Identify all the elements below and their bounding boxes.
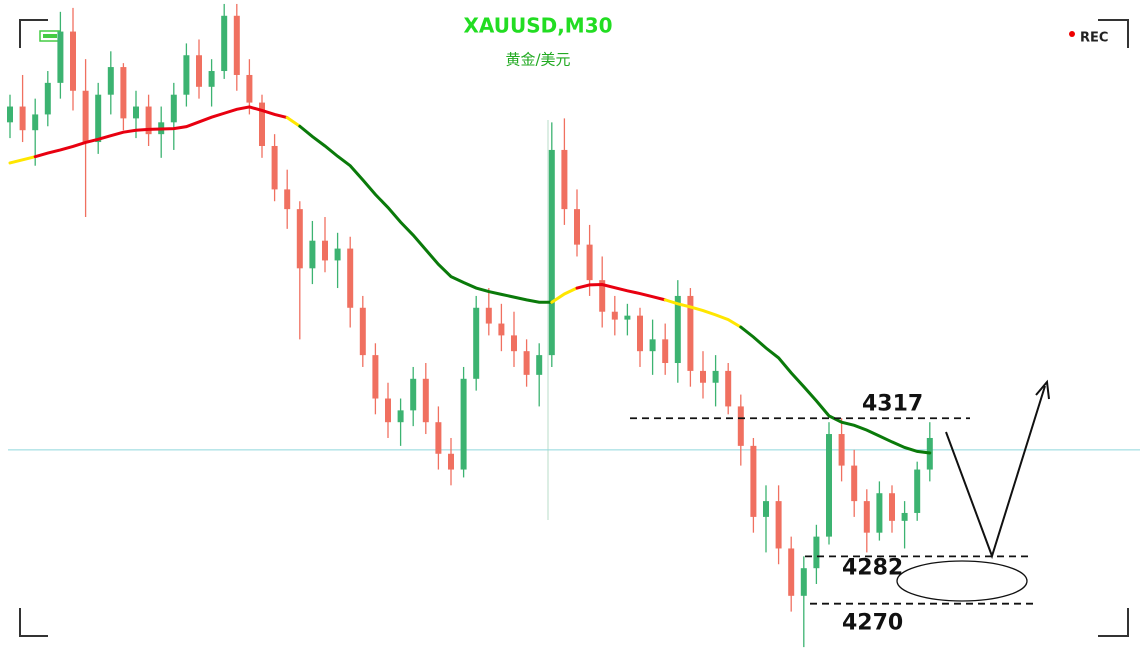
candle-body <box>95 94 102 143</box>
candle-body <box>296 209 303 269</box>
candle-body <box>548 149 555 356</box>
candle-body <box>284 189 291 210</box>
corner <box>19 19 48 48</box>
candle-body <box>574 209 580 245</box>
rec-badge: REC <box>1080 31 1108 46</box>
candle-body <box>347 248 354 308</box>
corner <box>1098 19 1129 48</box>
candle-body <box>372 355 379 399</box>
candle-body <box>233 15 240 75</box>
candle-body <box>57 31 64 83</box>
candle-body <box>800 568 807 596</box>
moving-average <box>8 155 37 165</box>
candle-body <box>700 370 706 383</box>
candle-body <box>750 445 757 517</box>
candle-body <box>221 15 228 72</box>
candle-body <box>586 244 593 281</box>
candle-body <box>511 335 517 352</box>
candle-body <box>44 82 51 115</box>
candle-body <box>813 536 820 569</box>
candle-body <box>624 315 631 320</box>
candle-body <box>32 114 39 131</box>
moving-average <box>575 282 667 302</box>
candle-body <box>485 307 492 324</box>
candle-body <box>863 501 870 533</box>
candle-body <box>662 339 669 364</box>
moving-average <box>285 116 302 128</box>
candle-body <box>397 410 404 423</box>
projection-arrow <box>945 385 1046 560</box>
candle-body <box>7 106 13 123</box>
level-label: 4282 <box>842 555 903 580</box>
candle-body <box>448 453 454 470</box>
candle-body <box>649 339 656 352</box>
candle-body <box>385 398 391 423</box>
candle-body <box>763 501 769 517</box>
candle-body <box>712 370 719 383</box>
candle-body <box>914 469 921 513</box>
candle-body <box>637 315 643 352</box>
candle-body <box>838 434 845 466</box>
candle-body <box>196 55 202 87</box>
chart-subtitle: 黄金/美元 <box>505 51 570 69</box>
target-ellipse <box>896 560 1028 602</box>
chart-title: XAUUSD,M30 <box>463 14 612 38</box>
candle-body <box>523 351 530 375</box>
battery-level <box>43 34 57 38</box>
candle-body <box>851 465 858 502</box>
rec-dot <box>1069 31 1075 37</box>
candle-body <box>107 67 114 95</box>
moving-average <box>739 325 932 455</box>
candle-body <box>259 102 265 146</box>
candle-body <box>170 94 177 123</box>
candle-body <box>145 106 152 135</box>
candle-body <box>498 323 505 336</box>
candle-body <box>536 355 543 375</box>
corner <box>1098 608 1129 637</box>
level-label: 4270 <box>842 611 903 636</box>
candle-body <box>876 493 883 533</box>
candle-body <box>422 378 429 423</box>
candle-body <box>460 378 467 470</box>
candle-body <box>322 240 328 261</box>
candle-body <box>410 378 417 411</box>
frame-corners <box>19 19 1129 637</box>
candle-body <box>334 248 341 261</box>
candle-body <box>687 295 694 371</box>
moving-average <box>33 105 289 159</box>
candle-body <box>82 90 89 143</box>
candle-body <box>133 106 139 119</box>
candle-body <box>473 307 480 379</box>
candle-body <box>309 240 316 269</box>
candle-body <box>183 55 190 95</box>
candle-body <box>901 512 908 521</box>
candle-body <box>826 434 832 537</box>
candle-body <box>725 370 732 407</box>
arrow-head <box>1035 379 1050 400</box>
candle-body <box>120 67 127 119</box>
candle-body <box>70 31 76 91</box>
candle-body <box>19 106 26 131</box>
moving-average <box>550 286 579 304</box>
candle-body <box>611 311 618 320</box>
candle-body <box>737 406 744 446</box>
moving-average <box>663 298 743 329</box>
candle-body <box>599 280 606 312</box>
candle-body <box>359 307 366 356</box>
candle-body <box>246 74 253 103</box>
candle-body <box>561 149 568 210</box>
moving-average <box>298 124 554 304</box>
plot: 4317 4282 4270 <box>7 3 1140 648</box>
candle-body <box>435 422 442 454</box>
candle-body <box>208 71 215 87</box>
candle-body <box>775 501 782 549</box>
candle-body <box>674 295 681 364</box>
level-label: 4317 <box>862 391 923 416</box>
corner <box>19 608 48 637</box>
candle-body <box>788 548 795 596</box>
candle-body <box>271 145 278 190</box>
candle-body <box>889 493 895 521</box>
